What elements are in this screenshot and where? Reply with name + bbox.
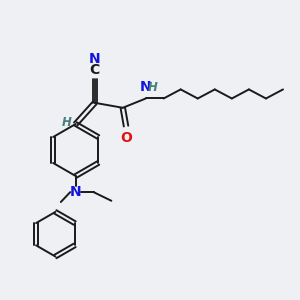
Text: O: O (120, 130, 132, 145)
Text: C: C (90, 63, 100, 77)
Text: H: H (148, 81, 158, 94)
Text: H: H (61, 116, 71, 128)
Text: N: N (140, 80, 152, 94)
Text: N: N (70, 185, 82, 199)
Text: N: N (89, 52, 100, 66)
